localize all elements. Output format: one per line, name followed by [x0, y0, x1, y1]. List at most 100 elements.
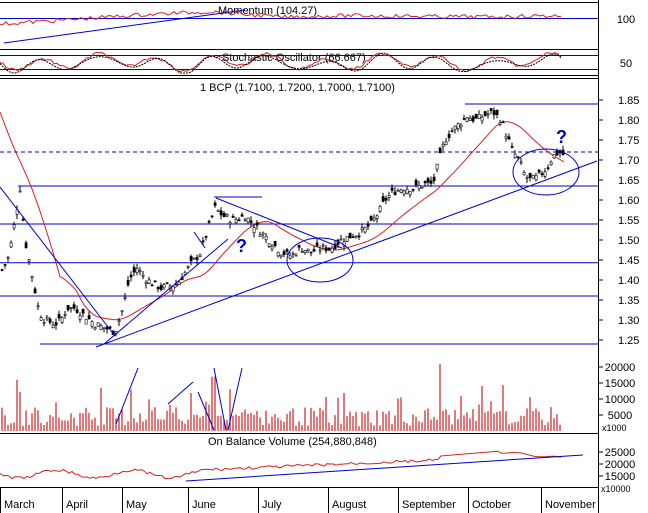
- price-bar-body: [408, 191, 412, 196]
- price-bar-body: [522, 172, 526, 176]
- price-bar-body: [285, 249, 289, 252]
- price-bar-body: [36, 305, 40, 308]
- price-bar-body: [177, 281, 181, 285]
- price-bar-body: [282, 251, 286, 256]
- price-bar-body: [426, 178, 430, 183]
- obv-line: [0, 450, 562, 480]
- price-bar-body: [21, 219, 25, 221]
- price-bar-body: [219, 210, 223, 216]
- price-tick-label: 1.85: [618, 95, 639, 107]
- momentum-panel: Momentum (104.27) 100: [0, 5, 635, 44]
- price-bar-body: [357, 235, 361, 238]
- price-bar-body: [537, 169, 541, 173]
- price-tick-label: 1.60: [618, 195, 639, 207]
- price-bar-body: [231, 216, 235, 218]
- price-bar-body: [123, 297, 127, 299]
- price-bar-body: [459, 124, 463, 128]
- price-bar-body: [237, 219, 241, 222]
- price-bar-body: [324, 247, 328, 251]
- price-bar-body: [258, 234, 262, 238]
- stochastic-panel: Stochastic Oscillator (66.667) 50: [0, 51, 632, 74]
- price-bar-body: [474, 114, 478, 119]
- price-bar-body: [345, 236, 349, 242]
- price-bar-body: [363, 226, 367, 233]
- price-bar-body: [300, 251, 304, 253]
- price-bar-body: [384, 197, 388, 201]
- price-bar-body: [354, 235, 358, 238]
- price-bar-body: [90, 321, 94, 327]
- volume-axis: 20000 15000 10000 5000: [598, 362, 635, 422]
- month-label: November: [545, 499, 596, 511]
- momentum-line: [0, 10, 562, 26]
- month-label: May: [126, 499, 147, 511]
- price-bar-body: [57, 314, 61, 319]
- stochastic-title: Stochastic Oscillator (66.667): [222, 52, 366, 64]
- price-bar-body: [372, 217, 376, 221]
- price-bar-body: [99, 325, 103, 330]
- price-bar-body: [66, 305, 70, 311]
- price-bar-body: [495, 109, 499, 115]
- obv-multiplier: x10000: [601, 484, 631, 494]
- price-bar-body: [87, 315, 91, 320]
- price-bar-body: [210, 215, 214, 218]
- price-bar-body: [144, 282, 148, 284]
- price-bar-body: [222, 212, 226, 218]
- price-bar-body: [102, 327, 106, 330]
- momentum-trendline: [3, 9, 246, 44]
- price-tick-label: 1.25: [618, 335, 639, 347]
- price-bar-body: [96, 322, 100, 327]
- price-bar-body: [387, 195, 391, 198]
- price-bar-body: [429, 180, 433, 184]
- price-bar-body: [447, 133, 451, 139]
- price-bar-body: [3, 264, 7, 266]
- price-bar-body: [471, 116, 475, 122]
- stochastic-d-line: [0, 52, 562, 74]
- price-bar-body: [33, 288, 37, 294]
- price-bar-body: [288, 255, 292, 259]
- price-bar-body: [549, 161, 553, 165]
- trendlines: [0, 160, 598, 348]
- price-bar-body: [42, 321, 46, 324]
- price-bar-body: [255, 222, 259, 226]
- question-mark-june: ?: [236, 236, 247, 256]
- price-bar-body: [63, 313, 67, 316]
- volume-tick-label: 15000: [605, 378, 636, 390]
- price-bar-body: [465, 117, 469, 122]
- price-tick-label: 1.80: [618, 115, 639, 127]
- price-bar-body: [546, 167, 550, 169]
- price-bar-body: [276, 252, 280, 257]
- price-level-lines: [0, 103, 598, 345]
- price-bar-body: [504, 135, 508, 139]
- price-bar-body: [81, 309, 85, 314]
- price-bar-body: [9, 242, 13, 248]
- price-bar-body: [27, 259, 31, 262]
- price-bar-body: [132, 266, 136, 273]
- price-bar-body: [510, 146, 514, 148]
- price-bar-body: [171, 286, 175, 292]
- price-bar-body: [198, 254, 202, 257]
- price-bar-body: [141, 274, 145, 277]
- obv-title: On Balance Volume (254,880,848): [208, 436, 377, 448]
- price-bar-body: [393, 191, 397, 196]
- price-bar-body: [492, 110, 496, 116]
- month-label: August: [332, 499, 366, 511]
- price-tick-label: 1.45: [618, 255, 639, 267]
- price-bar-body: [525, 177, 529, 179]
- price-bar-body: [264, 235, 268, 241]
- price-bar-body: [267, 243, 271, 247]
- obv-tick-label: 20000: [605, 459, 636, 471]
- price-bar-body: [405, 188, 409, 194]
- price-bar-body: [531, 174, 535, 179]
- price-bar-body: [189, 256, 193, 262]
- price-bar-body: [450, 130, 454, 133]
- price-bar-body: [126, 280, 130, 286]
- obv-panel: On Balance Volume (254,880,848) 25000200…: [0, 436, 635, 494]
- price-bar-body: [165, 282, 169, 284]
- price-bar-body: [294, 254, 298, 257]
- price-bar-body: [378, 206, 382, 212]
- price-bar-body: [468, 118, 472, 121]
- price-bar-body: [318, 249, 322, 252]
- price-bar-body: [204, 235, 208, 238]
- price-bar-body: [303, 250, 307, 253]
- price-bar-body: [147, 279, 151, 284]
